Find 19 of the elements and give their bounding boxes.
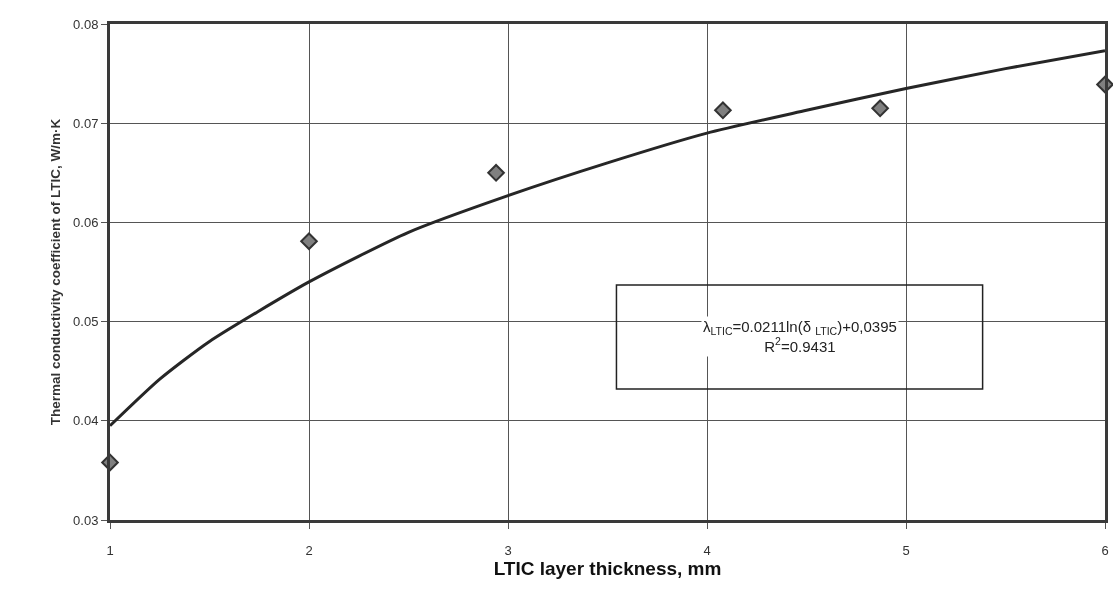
text: λ$_{LTIC}$=0.0211ln(δ $_{LTIC}$)+0,0395 R$^{2}$=0.9431 (703, 318, 897, 355)
x-tick-label: 3 (504, 542, 512, 558)
point (487, 164, 505, 182)
y-tick-label: 0.06 (73, 214, 99, 230)
y-axis-title: Thermal conductivity coefficient of LTIC, W/m·K (47, 118, 63, 426)
y-tick-label: 0.03 (73, 512, 99, 528)
point (871, 99, 889, 118)
point (300, 232, 318, 251)
x-tick-label: 5 (902, 542, 910, 558)
y-tick-label: 0.05 (73, 314, 99, 330)
x-tick-label: 6 (1101, 542, 1109, 558)
point (714, 101, 732, 120)
x-axis-title: LTIC layer thickness, mm (493, 558, 722, 580)
x-tick-label: 1 (106, 542, 114, 558)
y-tick-label: 0.07 (73, 115, 99, 131)
x-tick-label: 2 (305, 542, 313, 558)
x-tick-label: 4 (703, 542, 711, 558)
y-tick-label: 0.04 (73, 413, 99, 429)
y-tick-label: 0.08 (73, 16, 99, 32)
